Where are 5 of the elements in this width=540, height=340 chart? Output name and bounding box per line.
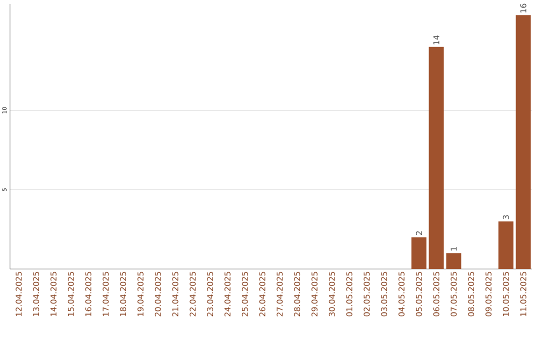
bar	[446, 253, 462, 269]
bar	[411, 237, 426, 269]
bar	[498, 221, 514, 269]
bar	[428, 46, 444, 269]
bar	[516, 15, 531, 269]
